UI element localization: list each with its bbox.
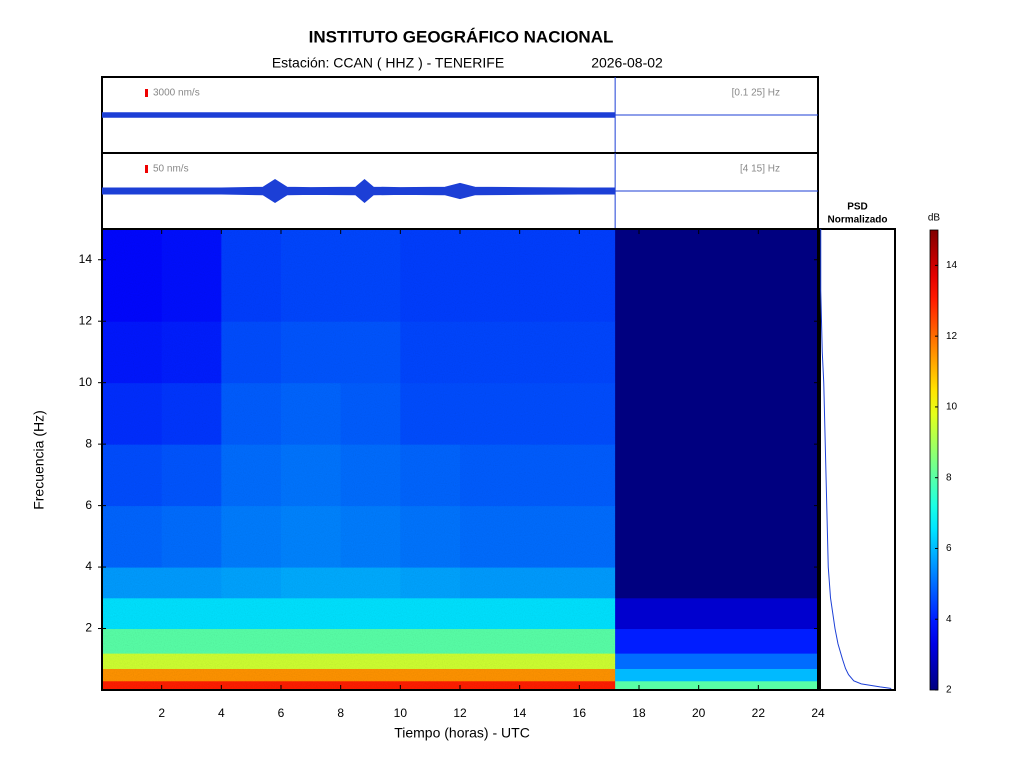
scale-bar [145,89,148,97]
x-tick-label: 22 [752,706,766,720]
y-tick-label: 4 [85,559,92,573]
x-tick-label: 4 [218,706,225,720]
band-label: [0.1 25] Hz [732,88,780,99]
heat-cell [615,567,819,599]
x-tick-label: 2 [158,706,165,720]
trace-fill [102,112,616,118]
y-axis-label: Frecuencia (Hz) [31,410,47,510]
scale-label: 3000 nm/s [153,88,200,99]
heat-cell [615,321,819,384]
colorbar-tick-label: 12 [946,331,958,342]
psd-title: PSD [847,202,868,213]
y-tick-label: 12 [79,313,93,327]
x-tick-label: 12 [453,706,467,720]
heat-cell [615,628,819,654]
heat-cell [615,668,819,682]
colorbar-tick-label: 4 [946,614,952,625]
texture [102,229,616,690]
x-tick-label: 6 [278,706,285,720]
colorbar-tick-label: 6 [946,543,952,554]
trace-upper [102,178,616,189]
station: Estación: CCAN ( HHZ ) - TENERIFE [272,55,504,71]
date: 2026-08-02 [591,55,663,71]
x-tick-label: 20 [692,706,706,720]
x-tick-label: 10 [394,706,408,720]
psd-frame [819,228,896,691]
trace-lower [102,193,616,204]
band-label: [4 15] Hz [740,164,780,175]
y-tick-label: 6 [85,498,92,512]
colorbar-tick-label: 14 [946,260,958,271]
colorbar [929,229,939,691]
trace-fill [102,179,616,203]
colorbar-tick-label: 2 [946,685,952,696]
y-tick-label: 14 [79,252,93,266]
heat-cell [615,505,819,568]
scale-bar [145,165,148,173]
title: INSTITUTO GEOGRÁFICO NACIONAL [309,27,614,46]
heat-cell [615,229,819,322]
x-tick-label: 16 [573,706,587,720]
y-tick-label: 2 [85,621,92,635]
heat-cell [615,444,819,507]
x-tick-label: 24 [811,706,825,720]
heat-cell [615,653,819,669]
colorbar-tick-label: 8 [946,472,952,483]
heat-cell [615,597,819,630]
colorbar-tick-label: 10 [946,402,958,413]
y-tick-label: 10 [79,375,93,389]
psd-title: Normalizado [827,215,887,226]
x-tick-label: 8 [337,706,344,720]
x-tick-label: 14 [513,706,527,720]
x-tick-label: 18 [632,706,646,720]
y-tick-label: 8 [85,436,92,450]
scale-label: 50 nm/s [153,164,189,175]
psd-line [820,229,892,689]
heat-cell [615,382,819,445]
heat-cell [615,680,819,691]
colorbar-label: dB [928,213,941,224]
x-axis-label: Tiempo (horas) - UTC [394,725,530,741]
